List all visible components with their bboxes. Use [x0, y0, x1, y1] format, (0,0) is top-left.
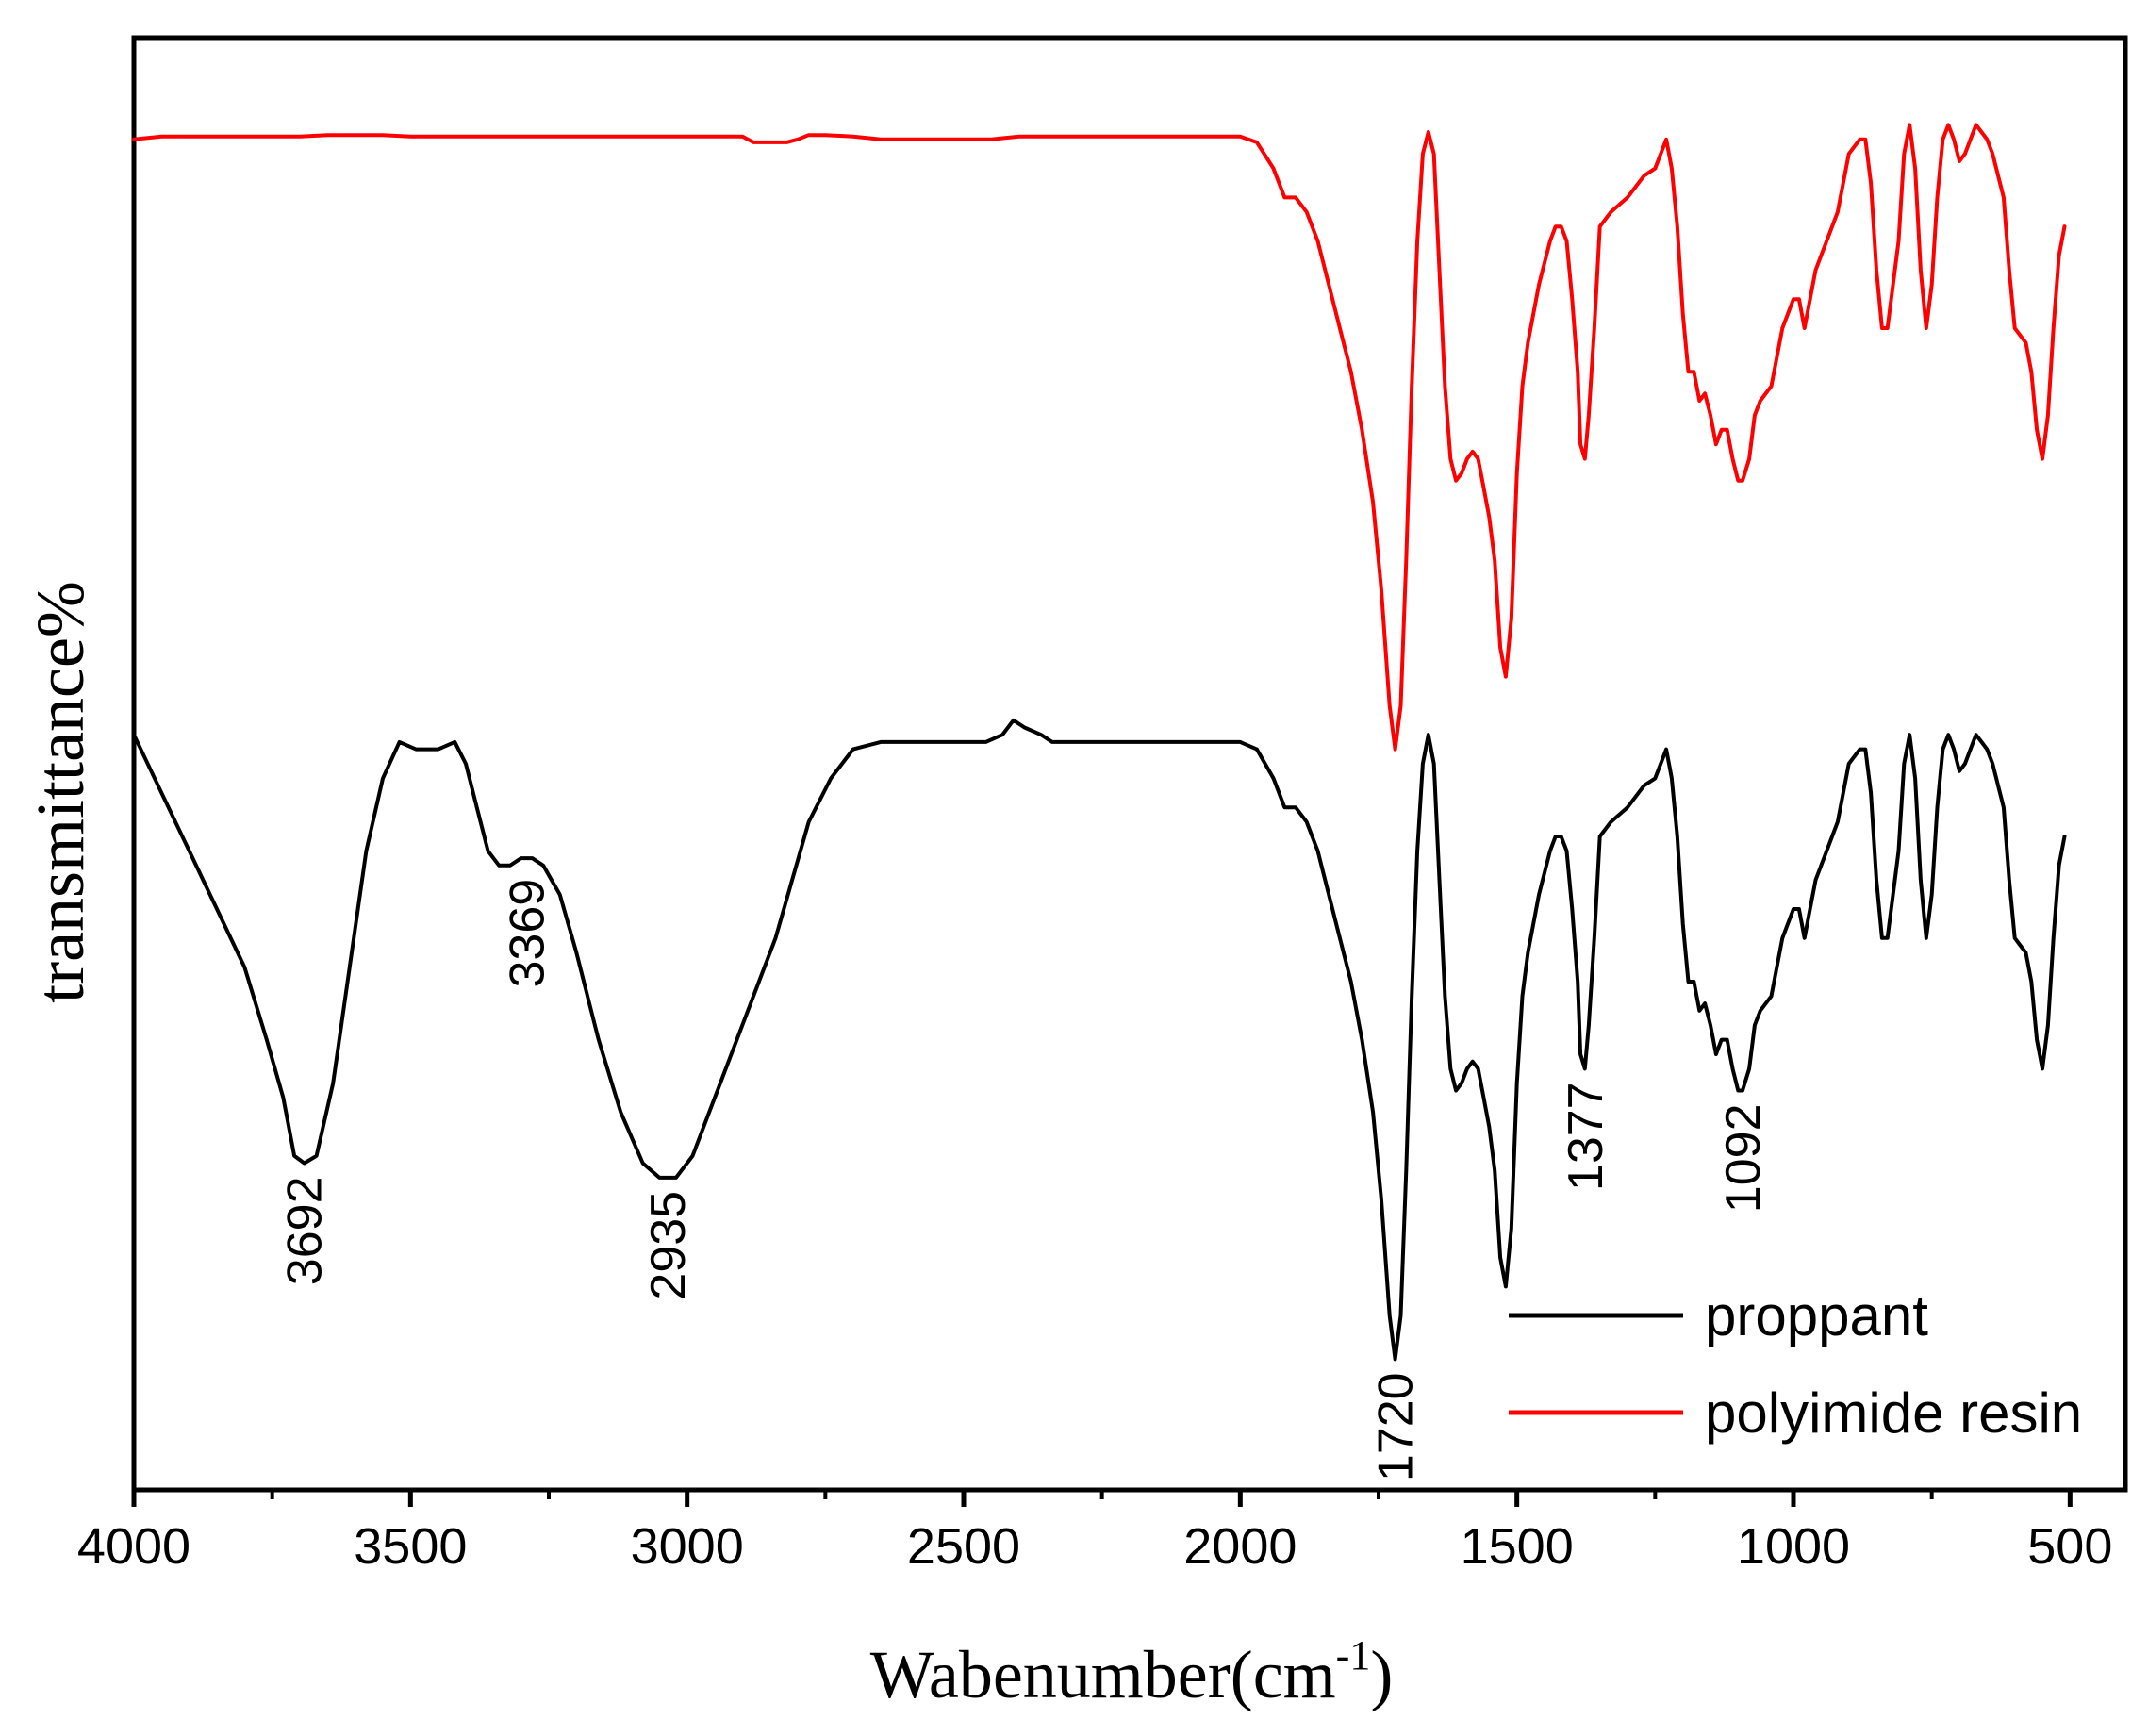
x-tick-label-3500: 3500 [354, 1518, 467, 1575]
x-tick-label-1000: 1000 [1737, 1518, 1850, 1575]
peak-label-3692: 3692 [278, 1177, 333, 1286]
x-axis-title: Wabenumber(cm-1) [870, 1632, 1394, 1712]
peak-label-1377: 1377 [1559, 1082, 1613, 1191]
legend-label-proppant: proppant [1705, 1284, 1928, 1347]
series-line-polyimide-resin [132, 123, 2067, 752]
x-tick-label-1500: 1500 [1461, 1518, 1574, 1575]
x-tick-label-2000: 2000 [1183, 1518, 1297, 1575]
peak-label-1092: 1092 [1716, 1104, 1771, 1214]
peak-label-3369: 3369 [501, 879, 555, 988]
peak-label-2935: 2935 [641, 1191, 696, 1300]
peak-annotations: 3692 3369 2935 1720 1377 1092 [278, 879, 1771, 1481]
peak-label-1720: 1720 [1369, 1372, 1424, 1481]
x-tick-label-2500: 2500 [907, 1518, 1020, 1575]
y-axis-title: transmittance% [23, 581, 98, 1003]
x-axis-ticks: 4000 3500 3000 2500 2000 1500 1000 500 [77, 1490, 2112, 1575]
series-line-proppant [132, 718, 2067, 1362]
plot-frame [131, 35, 2128, 1493]
legend-label-polyimide-resin: polyimide resin [1705, 1381, 2082, 1445]
x-tick-label-500: 500 [2027, 1518, 2112, 1575]
series-layer [132, 123, 2067, 1362]
legend: proppant polyimide resin [1509, 1284, 2082, 1445]
x-tick-label-4000: 4000 [77, 1518, 190, 1575]
x-tick-label-3000: 3000 [631, 1518, 744, 1575]
